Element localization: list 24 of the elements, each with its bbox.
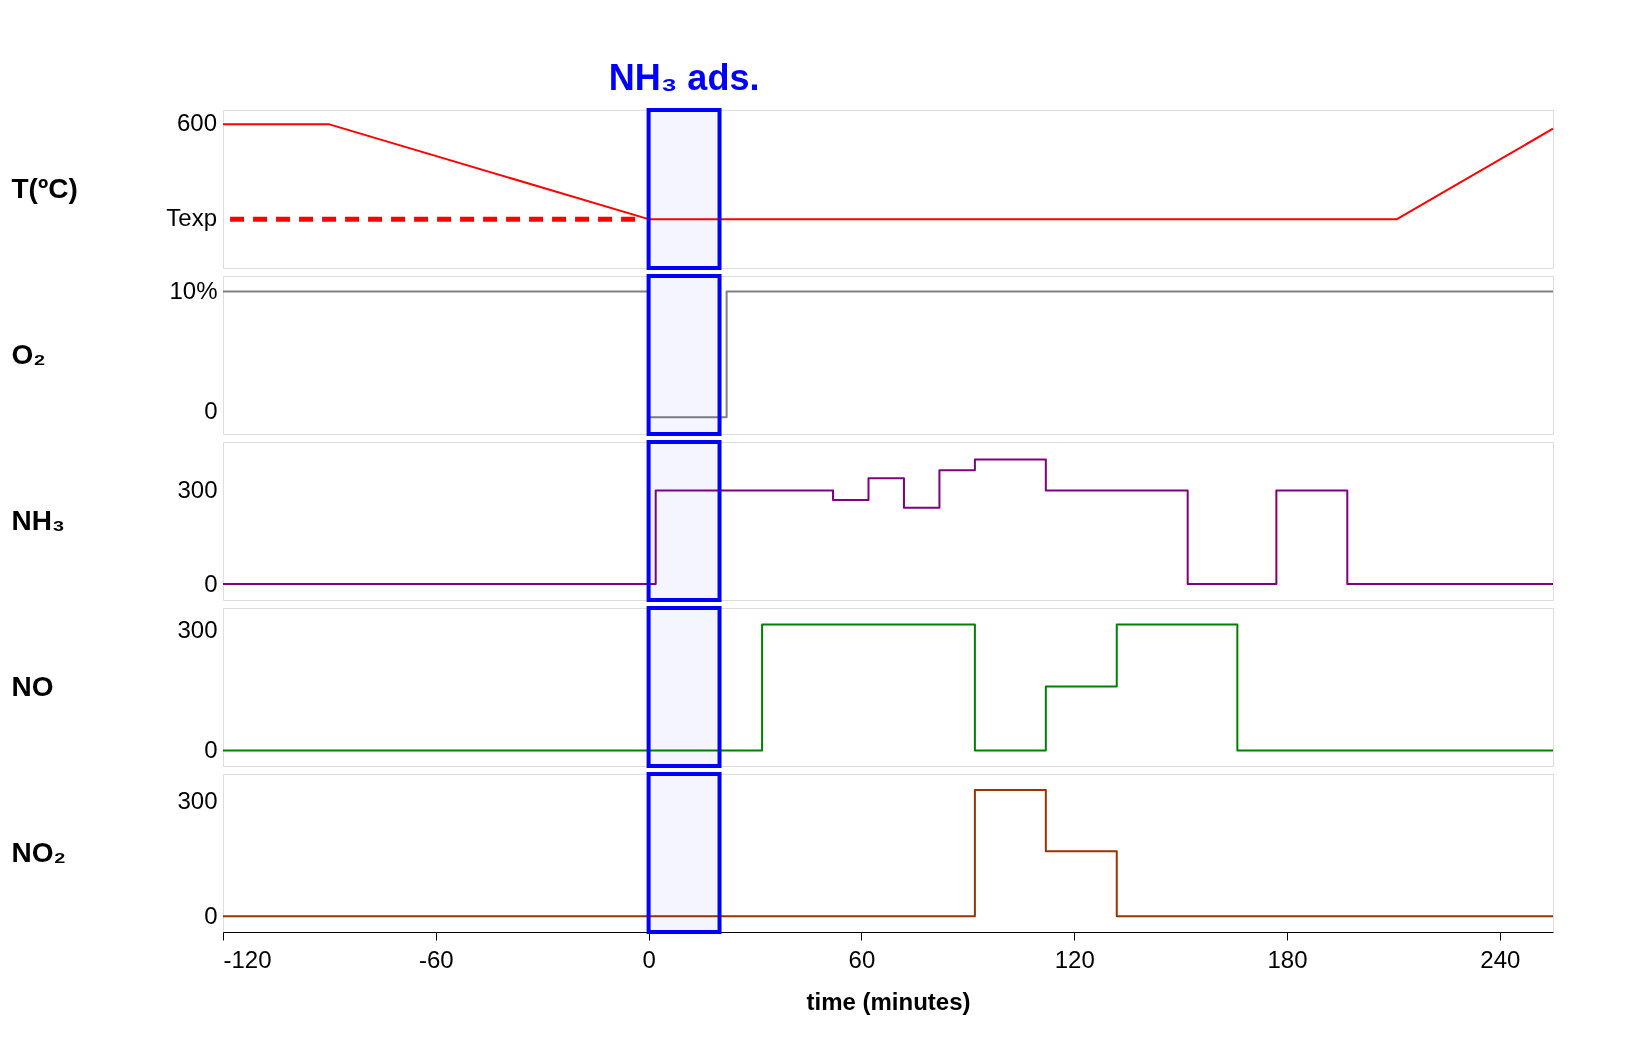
x-tick-label: 60 [848,945,876,973]
x-tick-label: 0 [642,945,656,973]
y-tick-label: 0 [204,569,218,597]
band-label: NH₃ ads. [608,57,760,98]
y-tick-label: 0 [204,901,218,929]
y-axis-title: NH₃ [11,504,65,536]
x-axis-title: time (minutes) [806,987,971,1015]
y-tick-label: 0 [204,396,218,424]
y-axis-title: NO [11,670,54,702]
y-tick-label: 300 [177,476,218,504]
y-tick-label: 10% [169,277,218,305]
x-tick-label: 120 [1054,945,1095,973]
text: 600 [176,109,217,137]
y-axis-title: O₂ [11,338,46,370]
y-tick-label: 300 [177,615,218,643]
y-axis-title: T(ºC) [11,172,78,204]
x-tick-label: -120 [223,945,272,973]
y-axis-title: NO₂ [11,836,66,868]
x-tick-label: -60 [418,945,454,973]
x-tick-label: 240 [1480,945,1521,973]
y-tick-label: 300 [177,787,218,815]
text: Texp [166,204,217,232]
x-tick-label: 180 [1267,945,1308,973]
y-tick-label: 0 [204,735,218,763]
